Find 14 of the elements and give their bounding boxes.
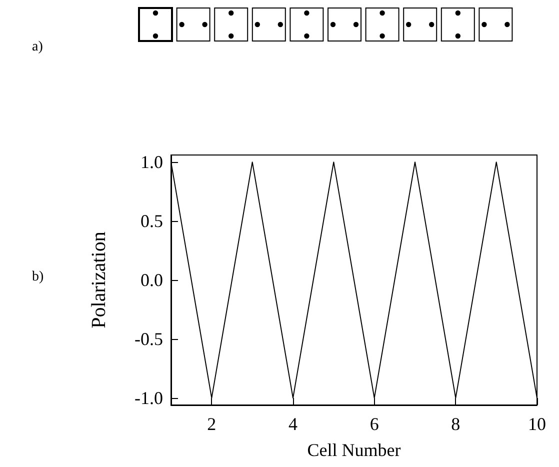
x-tick-label: 6	[370, 414, 379, 434]
x-tick-label: 2	[207, 414, 216, 434]
x-tick-label: 4	[288, 414, 298, 434]
x-tick-label: 10	[528, 414, 546, 434]
y-tick-label: 0.0	[140, 270, 163, 290]
y-axis-title: Polarization	[88, 232, 110, 328]
x-tick-label: 8	[451, 414, 460, 434]
y-tick-label: -0.5	[134, 328, 163, 349]
text: b)	[32, 270, 44, 284]
y-tick-label: 1.0	[140, 152, 163, 172]
text: a)	[32, 40, 44, 54]
y-tick-label: -1.0	[134, 388, 163, 408]
y-tick-label: 0.5	[140, 211, 163, 232]
x-axis-title: Cell Number	[307, 440, 401, 460]
